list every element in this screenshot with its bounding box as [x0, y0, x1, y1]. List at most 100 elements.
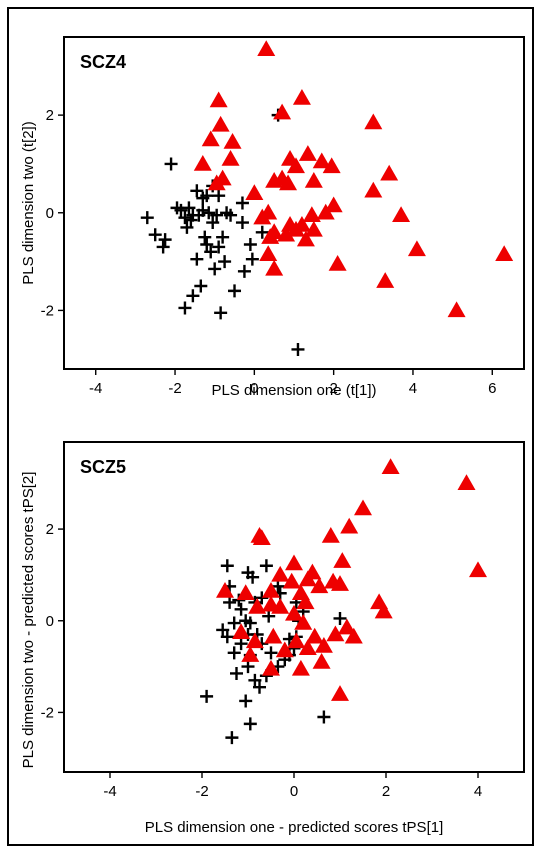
case-point-scz5	[275, 641, 294, 658]
case-point-scz4	[207, 174, 226, 191]
case-point-scz5	[248, 598, 267, 614]
case-point-scz5	[262, 581, 280, 598]
x-tick-label-scz4: 2	[329, 380, 337, 397]
control-point-scz4	[140, 211, 154, 225]
control-point-scz5	[234, 602, 248, 616]
x-tick-label-scz5: 0	[290, 783, 298, 800]
case-point-scz5	[331, 575, 349, 591]
x-tick-label-scz5: -2	[195, 783, 208, 800]
control-point-scz4	[202, 206, 216, 220]
x-tick-label-scz5: 2	[382, 783, 390, 800]
case-point-scz5	[381, 458, 400, 474]
case-point-scz4	[380, 164, 399, 181]
case-point-scz5	[294, 614, 313, 630]
control-point-scz4	[174, 203, 188, 217]
control-point-scz5	[246, 570, 260, 584]
control-point-scz5	[248, 673, 262, 687]
x-tick-label-scz5: -4	[103, 783, 116, 800]
control-point-scz4	[182, 201, 196, 215]
case-point-scz5	[216, 581, 234, 598]
panel-scz4: SCZ4 -4 -2 0 2 4 6 -2 0 2 PLS dimension one (t[1…	[20, 36, 525, 399]
case-point-scz4	[292, 215, 311, 232]
case-point-scz4	[245, 184, 264, 200]
case-point-scz4	[447, 301, 466, 318]
case-point-scz5	[374, 602, 393, 619]
panel-title-scz4: SCZ4	[80, 52, 126, 72]
case-point-scz5	[285, 554, 303, 571]
x-axis-title-scz4: PLS dimension one (t[1])	[211, 382, 376, 399]
y-axis-title-scz5: PLS dimension two - predicted scores tPS…	[20, 472, 37, 769]
control-point-scz5	[227, 646, 241, 660]
case-point-scz5	[314, 636, 333, 653]
case-point-scz5	[271, 598, 290, 614]
x-axis-title-scz5: PLS dimension one - predicted scores tPS…	[145, 819, 444, 836]
control-point-scz4	[243, 238, 257, 251]
y-axis-title-scz4: PLS dimension two (t[2])	[20, 121, 37, 284]
control-point-scz5	[227, 616, 241, 630]
case-point-scz5	[312, 653, 331, 669]
case-point-scz5	[321, 526, 340, 543]
axes-scz4: -4 -2 0 2 4 6 -2 0 2	[41, 107, 497, 397]
x-tick-label-scz4: -2	[168, 380, 181, 397]
case-point-scz5	[236, 584, 255, 600]
control-point-scz5	[200, 689, 214, 703]
case-point-scz4	[302, 206, 321, 222]
control-point-scz4	[237, 264, 251, 278]
case-point-scz5	[305, 627, 324, 644]
case-point-scz4	[298, 145, 317, 161]
control-point-scz4	[228, 284, 242, 298]
control-point-scz5	[259, 559, 273, 573]
control-point-scz5	[253, 680, 266, 694]
points-scz5	[200, 458, 487, 745]
case-point-scz4	[257, 40, 276, 56]
control-point-scz5	[216, 623, 230, 637]
control-point-scz4	[178, 211, 192, 225]
control-point-scz4	[206, 216, 220, 230]
control-point-scz4	[164, 157, 178, 171]
case-point-scz5	[264, 627, 283, 644]
x-tick-label-scz4: 4	[409, 380, 417, 397]
panel-scz5: SCZ5 -4 -2 0 2 4 -2 0 2 PLS dimension one - pre…	[20, 441, 525, 836]
axes-scz5: -4 -2 0 2 4 -2 0 2	[41, 521, 483, 800]
case-point-scz4	[201, 130, 220, 147]
control-point-scz5	[317, 710, 331, 724]
case-point-scz5	[252, 529, 271, 545]
control-point-scz4	[156, 240, 170, 254]
control-point-scz4	[216, 230, 230, 244]
control-point-scz5	[230, 666, 243, 680]
y-tick-label-scz4: 0	[46, 205, 54, 222]
control-point-scz5	[232, 593, 246, 607]
case-point-scz4	[376, 272, 395, 288]
case-point-scz5	[340, 517, 359, 534]
control-point-scz5	[271, 579, 285, 593]
x-tick-label-scz4: 0	[250, 380, 258, 397]
control-point-scz4	[235, 196, 249, 210]
control-point-scz4	[235, 216, 249, 230]
control-point-scz5	[239, 614, 253, 628]
case-point-scz5	[241, 646, 260, 662]
case-point-scz5	[287, 632, 306, 649]
case-point-scz5	[291, 659, 310, 676]
case-point-scz5	[333, 552, 352, 568]
control-point-scz4	[196, 203, 210, 217]
panel-title-scz5: SCZ5	[80, 457, 126, 477]
case-point-scz4	[209, 91, 228, 108]
control-point-scz5	[264, 646, 278, 660]
case-point-scz4	[392, 206, 411, 222]
control-point-scz4	[194, 279, 208, 293]
control-point-scz4	[291, 342, 305, 356]
control-point-scz4	[210, 208, 224, 222]
control-point-scz4	[245, 252, 259, 266]
case-point-scz4	[304, 220, 323, 237]
control-point-scz5	[220, 559, 234, 573]
control-point-scz4	[208, 262, 222, 276]
case-point-scz4	[211, 115, 230, 132]
case-point-scz4	[279, 174, 298, 191]
control-point-scz4	[218, 255, 232, 269]
case-point-scz5	[457, 474, 476, 490]
case-point-scz4	[253, 208, 272, 225]
case-point-scz5	[271, 565, 290, 582]
case-point-scz4	[286, 157, 305, 174]
case-point-scz5	[344, 627, 363, 644]
